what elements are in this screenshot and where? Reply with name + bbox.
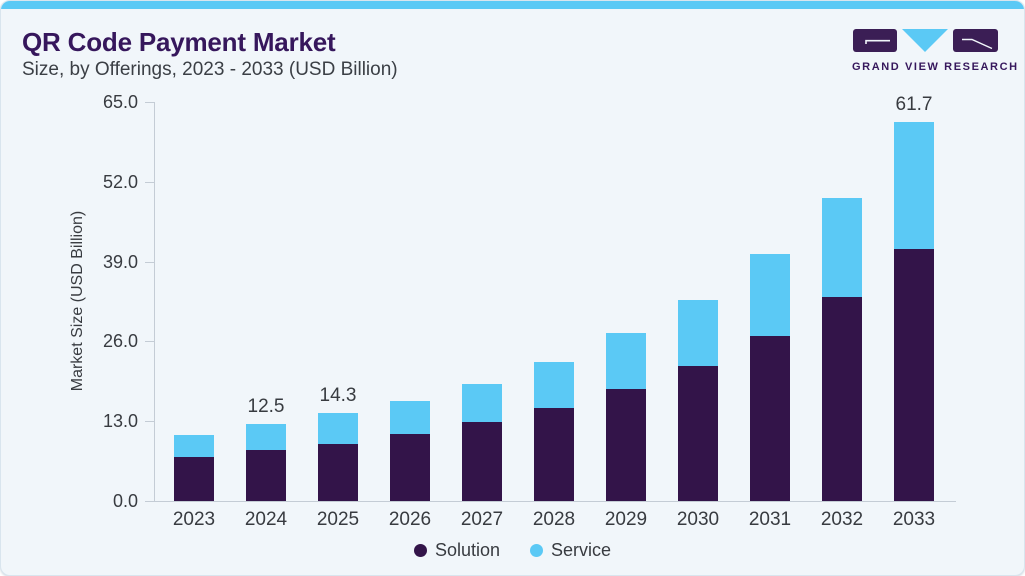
bar-2033-service [894,122,934,249]
x-axis-label-2024: 2024 [244,509,288,530]
chart-legend: Solution Service [1,538,1024,562]
page-subtitle: Size, by Offerings, 2023 - 2033 (USD Bil… [22,59,398,80]
y-axis-tick-label: 13.0 [102,411,138,432]
y-axis-tick-label: 0.0 [112,491,138,511]
top-accent-bar [1,1,1024,9]
bar-2030-solution [678,365,718,501]
y-axis-tick-label: 39.0 [102,251,138,272]
x-axis-label-2028: 2028 [532,509,576,530]
legend-dot-service-icon [530,543,544,557]
bar-2027-service [462,384,502,423]
bar-2027-solution [462,422,502,501]
bar-2026-solution [390,434,430,501]
y-axis-tick-label: 26.0 [102,331,138,352]
bar-2024-service [246,424,286,451]
bar-total-label-2025: 14.3 [319,385,357,407]
y-axis-tick [145,341,154,343]
bar-2029-service [606,333,646,390]
bar-2031-solution [750,336,790,501]
legend-label-service: Service [551,539,612,560]
y-axis-tick [145,102,154,103]
bar-2028-service [534,362,574,409]
logo-text: GRAND VIEW RESEARCH [852,61,1019,73]
y-axis-line [154,102,155,502]
bar-2024-solution [246,450,286,501]
bar-2030-service [678,299,718,366]
y-axis-tick [145,421,154,423]
bar-2023-solution [174,456,214,501]
bar-2031-service [750,254,790,337]
page-title: QR Code Payment Market [22,27,336,57]
legend-dot-solution-icon [413,543,427,557]
gvr-logo: GRAND VIEW RESEARCH [852,28,1019,73]
legend-item-service: Service [530,540,611,561]
y-axis-tick-label: 65.0 [102,92,138,112]
x-axis-label-2033: 2033 [892,509,936,530]
x-axis-label-2025: 2025 [316,509,360,530]
y-axis-tick [145,261,154,263]
x-axis-label-2031: 2031 [748,509,792,530]
bar-2032-solution [822,297,862,501]
chart-header: QR Code Payment Market Size, by Offering… [22,27,398,81]
x-axis-label-2027: 2027 [460,509,504,530]
x-axis-label-2023: 2023 [172,509,216,530]
legend-label-solution: Solution [434,539,501,560]
bar-2025-service [318,413,358,444]
bar-total-label-2024: 12.5 [247,396,285,418]
bar-2023-service [174,434,214,457]
bar-2029-solution [606,389,646,501]
y-axis-tick-label: 52.0 [102,171,138,192]
x-axis-label-2030: 2030 [676,509,720,530]
x-axis-label-2032: 2032 [820,509,864,530]
bar-2032-service [822,197,862,298]
gvr-logo-icon [853,29,998,52]
x-axis-line [154,501,956,502]
y-axis-tick [145,181,154,183]
bar-2025-solution [318,443,358,501]
bar-2028-solution [534,408,574,501]
y-axis-tick [145,501,154,502]
y-axis-title: Market Size (USD Billion) [69,210,86,392]
bar-total-label-2033: 61.7 [895,94,933,116]
legend-item-solution: Solution [413,539,501,561]
bar-2026-service [390,400,430,435]
x-axis-label-2029: 2029 [604,509,648,530]
x-axis-label-2026: 2026 [388,509,432,530]
bar-2033-solution [894,248,934,501]
